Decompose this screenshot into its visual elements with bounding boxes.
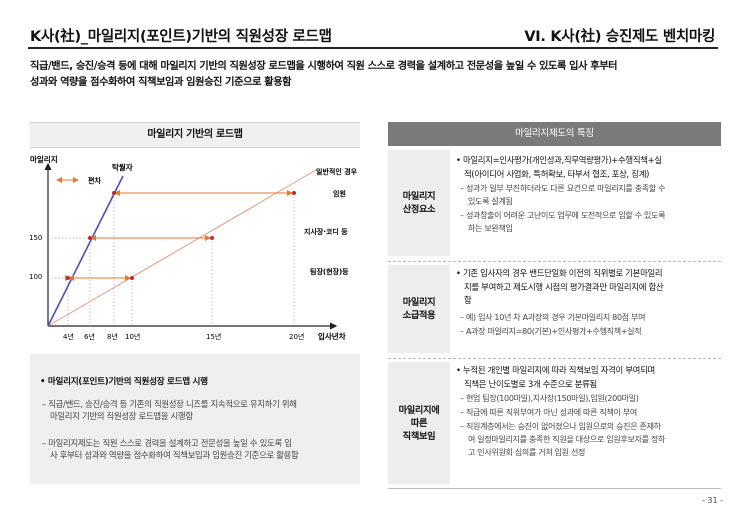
milestone-dot [210, 236, 214, 240]
x-tick-15: 15년 [206, 332, 221, 341]
row-detail: – 직원계층에서는 승진이 없어졌으나 임원으로의 승진은 존재하 여 일정마일리… [460, 422, 666, 457]
table-header: 마일리지제도의 특징 [388, 122, 721, 146]
summary-item-1: – 직급/밴드, 승진/승격 등 기존의 직원성장 니즈를 지속적으로 유지하기… [42, 398, 360, 422]
legend-gap-label: 편차 [88, 176, 101, 185]
milestone-dot [130, 276, 134, 280]
roadmap-title: 마일리지 기반의 로드맵 [30, 122, 360, 148]
row-detail: – 성과가 일부 부진하더라도 다른 요건으로 마일리지를 충족할 수 있도록 설… [460, 184, 666, 206]
row-label-line: 소급적용 [402, 310, 436, 321]
section-title: VI. K사(社) 승진제도 벤치마킹 [524, 29, 715, 45]
intro-text: 직급/밴드, 승진/승격 등에 대해 마일리지 기반의 직원성장 로드맵을 시행… [30, 59, 720, 91]
summary-box [30, 354, 360, 484]
x-tick-4: 4년 [63, 332, 74, 341]
row-label-line: 마일리지 [402, 191, 436, 202]
summary-item-1-line-1: – 직급/밴드, 승진/승격 등 기존의 직원성장 니즈를 지속적으로 유지하기… [42, 399, 297, 409]
header-divider [28, 47, 718, 49]
row-content-assign: • 누적된 개인별 마일리지에 따라 직책보임 자격이 부여되며 직책은 난이도별… [456, 364, 718, 459]
y-tick-100: 100 [29, 273, 42, 281]
row-divider [388, 261, 721, 262]
x-tick-10: 10년 [125, 332, 140, 341]
y-tick-150: 150 [29, 234, 42, 242]
row-label-line: 따른 [410, 417, 428, 429]
x-tick-8: 8년 [107, 332, 118, 341]
row-content-calc: • 마일리지=인사평가(개인성과,직무역량평가)+수행직책+실 적(아이디어 사업… [456, 154, 718, 235]
row-label-assign: 마일리지에 따른 직책보임 [388, 362, 450, 484]
table-bottom-border [388, 488, 721, 489]
row-label-line: 직책보임 [402, 430, 436, 442]
row-label-line: 마일리지에 [398, 404, 440, 416]
team-label: 팀장(현장)등 [310, 267, 349, 276]
milestone-dot [112, 191, 116, 195]
x-tick-20: 20년 [289, 332, 304, 341]
row-divider [388, 358, 721, 359]
page-number: - 31 - [701, 496, 723, 505]
row-detail: – 직급에 따른 직위부여가 아닌 성과에 따른 직책이 부여 [460, 408, 637, 417]
summary-item-2-line-2: 사 후부터 성과와 역량을 점수화하여 직책보임과 임원승진 기준으로 활용함 [50, 450, 299, 460]
row-bullet: • 누적된 개인별 마일리지에 따라 직책보임 자격이 부여되며 직책은 난이도별… [456, 365, 655, 389]
roadmap-chart: 마일리지 입사년차 150 100 4년 6년 8년 10년 15년 20년 [26, 150, 371, 350]
row-bullet: • 마일리지=인사평가(개인성과,직무역량평가)+수행직책+실 적(아이디어 사업… [456, 155, 662, 179]
page-title: K사(社)_마일리지(포인트)기반의 직원성장 로드맵 [30, 29, 332, 45]
normal-growth-line [47, 169, 317, 327]
summary-item-1-line-2: 마일리지 기반의 직원성장 로드맵을 시행함 [50, 411, 193, 421]
row-detail: – 성과창출이 어려운 고난이도 업무에 도전적으로 임할 수 있도록 하는 보완… [460, 211, 666, 233]
row-detail: – 예) 입사 10년 차 A과장의 경우 기본마일리지 80점 부여 [460, 312, 646, 322]
fast-growth-line [47, 175, 124, 327]
row-label-line: 산정요소 [402, 204, 436, 215]
intro-line-1: 직급/밴드, 승진/승격 등에 대해 마일리지 기반의 직원성장 로드맵을 시행… [30, 61, 618, 72]
row-detail: – 현업 팀장(100마일),지사장(150마일),임원(200마일) [460, 394, 639, 403]
summary-item-2-line-1: – 마일리지제도는 직원 스스로 경력을 설계하고 전문성을 높일 수 있도록 … [42, 438, 292, 448]
row-bullet: • 기존 입사자의 경우 밴드단일화 이전의 직위별로 기본마일리 지를 부여하고… [456, 268, 664, 305]
row-label-line: 마일리지 [402, 297, 436, 308]
x-axis-label: 입사년차 [318, 331, 346, 341]
summary-item-2: – 마일리지제도는 직원 스스로 경력을 설계하고 전문성을 높일 수 있도록 … [42, 437, 360, 461]
row-detail: – A과장 마일리지=80(기본)+인사평가+수행직책+실적 [460, 326, 642, 336]
exec-label: 임원 [333, 189, 346, 198]
normal-label: 일반적인 경우 [316, 167, 358, 176]
x-tick-6: 6년 [84, 332, 95, 341]
director-label: 지사장·코디 등 [304, 227, 348, 236]
y-axis-label: 마일리지 [30, 154, 58, 164]
row-content-retro: • 기존 입사자의 경우 밴드단일화 이전의 직위별로 기본마일리 지를 부여하고… [456, 267, 718, 338]
summary-title: • 마일리지(포인트)기반의 직원성장 로드맵 시행 [40, 377, 208, 387]
fast-label: 탁월자 [112, 162, 133, 172]
milestone-dot [292, 191, 296, 195]
milestone-dot [66, 276, 70, 280]
milestone-dot [88, 236, 92, 240]
roadmap-svg: 마일리지 입사년차 150 100 4년 6년 8년 10년 15년 20년 [29, 154, 358, 341]
intro-line-2: 성과와 역량을 점수화하여 직책보임과 임원승진 기준으로 활용함 [30, 77, 292, 88]
